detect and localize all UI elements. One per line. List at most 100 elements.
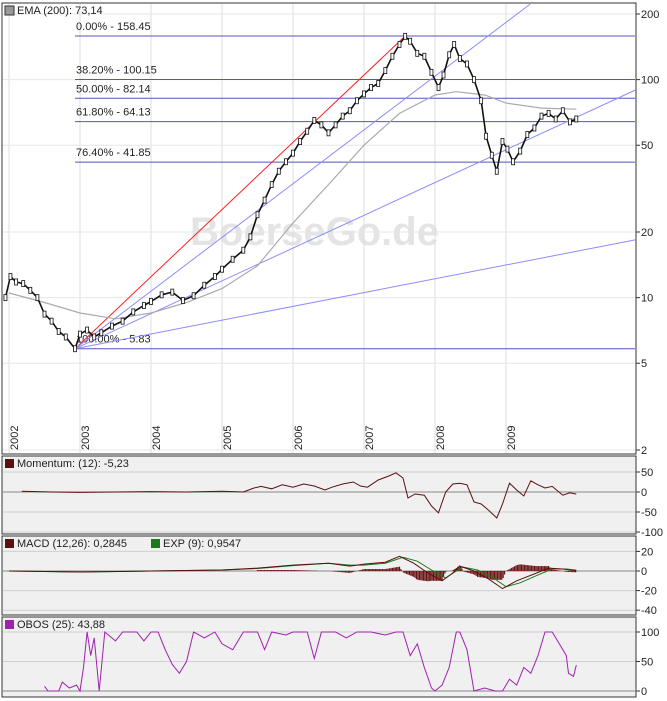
year-tick-label: 2005 [222,426,234,450]
macd-histogram-bar [359,570,361,571]
price-candle [452,41,457,48]
macd-histogram-bar [350,571,352,573]
price-candle [291,149,295,157]
price-candle [347,107,352,115]
obos-line [44,631,577,693]
price-candle [403,32,408,40]
price-candle [354,97,359,105]
price-candle [220,265,224,273]
price-candle [447,51,452,59]
macd-histogram-bar [360,569,362,571]
price-tick-label: 50 [641,140,653,152]
macd-histogram-bar [299,570,301,571]
price-candle [390,52,395,60]
momentum-legend-swatch [5,459,14,468]
macd-histogram-bar [268,570,270,571]
price-candle [141,302,146,309]
macd-legend: MACD (12,26): 0,2845 [17,538,127,550]
indicator-tick-label: 0 [641,566,647,578]
indicator-tick-label: 50 [641,657,653,669]
price-candle [191,292,196,300]
macd-histogram-bar [538,566,540,571]
macd-histogram-bar [565,571,567,572]
price-candle [269,181,274,188]
macd-histogram-bar [437,571,439,581]
price-tick-label: 5 [641,358,647,370]
macd-histogram-bar [477,571,479,577]
price-candle [42,310,47,318]
macd-histogram-bar [256,570,259,571]
macd-histogram-bar [440,571,442,581]
macd-histogram-bar [369,569,371,571]
macd-histogram-bar [468,571,470,574]
obos-panel-frame [1,616,637,698]
price-candle [312,117,317,124]
price-candle [298,138,303,145]
fibonacci-label: 0.00% - 158.45 [76,21,151,33]
price-candle [333,121,338,129]
macd-histogram-bar [259,570,261,571]
macd-histogram-bar [549,567,551,571]
price-candle [340,112,345,120]
price-candle [560,107,565,115]
trendline [74,89,636,350]
macd-histogram-bar [271,570,273,571]
macd-histogram-bar [523,564,526,571]
macd-histogram-bar [469,571,472,574]
fibonacci-label: 50.00% - 82.14 [76,83,151,95]
macd-histogram-bar [376,569,378,571]
macd-histogram-bar [543,566,545,571]
price-candle [465,60,469,68]
macd-histogram-bar [533,565,535,571]
macd-histogram-bar [335,571,337,572]
macd-histogram-bar [386,568,388,571]
macd-histogram-bar [553,569,555,571]
macd-histogram-bar [540,566,543,571]
indicator-tick-label: -50 [641,507,657,519]
macd-histogram-bar [296,570,298,571]
macd-histogram-bar [421,571,423,581]
momentum-panel-frame [1,455,637,535]
macd-histogram-bar [555,570,557,571]
price-panel: BoerseGo.de 2002 2003 2004 2005 2006 2007 2008… [1,2,637,696]
macd-histogram-bar [308,570,310,571]
price-candle [319,121,324,129]
macd-histogram-bar [492,571,494,580]
macd-histogram-bar [502,571,504,579]
macd-histogram-bar [525,564,527,571]
indicator-tick-label: -40 [641,605,657,617]
macd-histogram-bar [503,571,506,575]
price-candle [408,37,413,45]
price-panel-frame [1,2,637,455]
macd-histogram-bar [435,571,438,581]
macd-histogram-bar [489,571,491,580]
macd-histogram-bar [411,571,413,577]
macd-histogram-bar [295,570,297,571]
price-candle [494,167,499,175]
macd-histogram-bar [380,569,382,571]
price-candle [99,329,104,337]
trendline [74,35,406,350]
macd-histogram-bar [464,571,466,572]
macd-histogram-bar [567,571,570,572]
price-candle [369,84,374,91]
macd-histogram-bar [407,571,409,575]
price-candle [546,109,551,117]
macd-histogram-bar [474,571,476,575]
indicator-tick-label: 0 [641,487,647,499]
price-candle [511,158,516,166]
price-candle [159,291,164,299]
macd-histogram-bar [410,571,412,576]
price-candle [63,333,68,341]
macd-histogram-bar [498,571,500,580]
obos-legend-swatch [5,620,14,629]
macd-histogram-bar [286,570,288,571]
macd-histogram-bar [336,571,338,572]
macd-histogram-bar [495,571,497,580]
fibonacci-label: 61.80% - 64.13 [76,107,151,119]
macd-histogram-bar [346,571,348,573]
macd-histogram-bar [298,570,300,571]
price-candle [131,308,136,316]
price-candle [230,255,235,263]
macd-histogram-bar [384,569,386,571]
